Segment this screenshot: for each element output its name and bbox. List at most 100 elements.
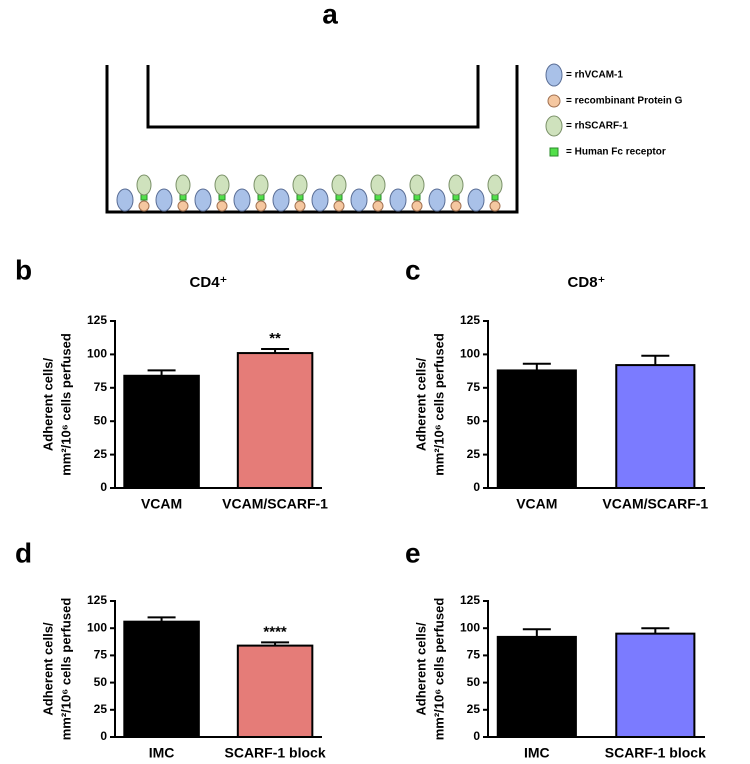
vcam [116,188,134,212]
protein-g [372,200,384,212]
legend-text: = Human Fc receptor [566,147,666,158]
protein-g [255,200,267,212]
legend-text: = rhSCARF-1 [566,121,628,132]
x-tick-label: VCAM/SCARF-1 [222,496,328,512]
chart-title: CD4⁺ [190,274,228,291]
y-tick-label: 100 [460,347,480,361]
bar [236,644,314,738]
protein-g [177,200,189,212]
x-tick-label: SCARF-1 block [225,745,326,761]
y-tick-label: 75 [467,380,481,394]
scarf [448,174,464,196]
plate [105,65,519,214]
y-axis-label: mm²/10⁶ cells perfused [431,598,446,741]
protein-g [489,200,501,212]
protein-g [216,200,228,212]
bar [123,620,200,738]
x-tick-label: VCAM [516,496,557,512]
bar [615,364,696,490]
vcam [428,188,446,212]
coating [116,174,503,212]
y-tick-label: 50 [467,675,481,689]
insert [146,65,480,129]
legend-icon [547,94,561,108]
scarf [409,174,425,196]
y-tick-label: 50 [467,413,481,427]
legend-icon [545,63,563,87]
outer-well [105,65,519,214]
legend-text: = recombinant Protein G [566,96,683,107]
legend-icon [545,115,563,137]
significance: ** [269,330,281,347]
y-tick-label: 100 [460,620,480,634]
bar [123,374,200,489]
vcam [155,188,173,212]
x-tick-label: VCAM [141,496,182,512]
y-tick-label: 75 [94,380,108,394]
panel-label: e [405,537,421,568]
x-tick-label: SCARF-1 block [605,745,706,761]
vcam [311,188,329,212]
y-tick-label: 100 [87,347,107,361]
vcam [350,188,368,212]
protein-g [411,200,423,212]
y-tick-label: 125 [87,593,107,607]
bar [236,352,314,489]
x-tick-label: VCAM/SCARF-1 [602,496,708,512]
panel-label: b [15,254,32,285]
y-axis-label: Adherent cells/ [413,622,428,716]
y-tick-label: 25 [467,702,481,716]
scarf [331,174,347,196]
panel-label: c [405,254,421,285]
bar [496,369,577,490]
y-tick-label: 75 [467,648,481,662]
bar [615,632,696,739]
panel-label: a [322,0,338,29]
vcam [272,188,290,212]
y-tick-label: 125 [460,313,480,327]
vcam [467,188,485,212]
y-tick-label: 25 [94,702,108,716]
y-tick-label: 50 [94,675,108,689]
vcam [389,188,407,212]
legend-icon [549,147,559,157]
y-axis-label: mm²/10⁶ cells perfused [431,333,446,476]
y-tick-label: 0 [473,480,480,494]
y-axis-label: mm²/10⁶ cells perfused [58,598,73,741]
y-axis-label: Adherent cells/ [413,358,428,452]
y-tick-label: 50 [94,413,108,427]
y-tick-label: 0 [100,480,107,494]
x-tick-label: IMC [149,745,175,761]
significance: **** [263,623,287,640]
y-tick-label: 75 [94,648,108,662]
y-tick-label: 25 [467,447,481,461]
scarf [136,174,152,196]
vcam [233,188,251,212]
y-tick-label: 125 [87,313,107,327]
x-tick-label: IMC [524,745,550,761]
chart-title: CD8⁺ [568,274,606,291]
y-tick-label: 100 [87,620,107,634]
y-tick-label: 0 [100,729,107,743]
scarf [370,174,386,196]
legend-text: = rhVCAM-1 [566,70,623,81]
scarf [214,174,230,196]
y-axis-label: Adherent cells/ [40,622,55,716]
y-tick-label: 25 [94,447,108,461]
scarf [487,174,503,196]
y-tick-label: 125 [460,593,480,607]
vcam [194,188,212,212]
y-axis-label: Adherent cells/ [40,358,55,452]
protein-g [333,200,345,212]
protein-g [294,200,306,212]
protein-g [450,200,462,212]
y-axis-label: mm²/10⁶ cells perfused [58,333,73,476]
scarf [292,174,308,196]
bar [496,635,577,738]
panel-label: d [15,537,32,568]
scarf [175,174,191,196]
y-tick-label: 0 [473,729,480,743]
scarf [253,174,269,196]
